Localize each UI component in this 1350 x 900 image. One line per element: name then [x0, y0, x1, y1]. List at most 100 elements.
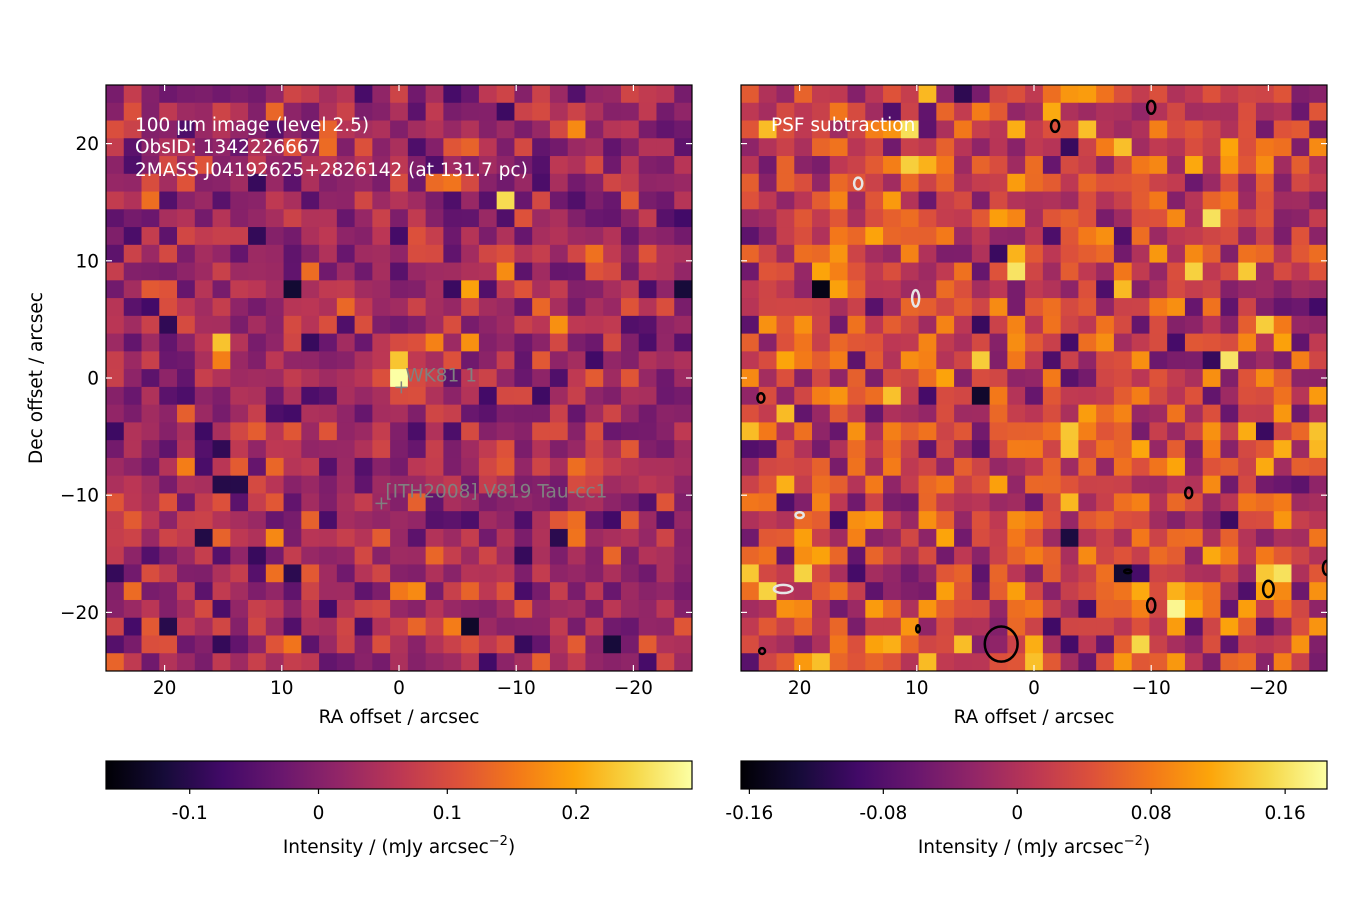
contour-line [1183, 486, 1194, 500]
heatmap-cell [1220, 546, 1239, 566]
heatmap-cell [741, 386, 760, 406]
heatmap-cell [1309, 511, 1327, 530]
heatmap-cell [603, 333, 622, 352]
heatmap-cell [603, 635, 622, 654]
heatmap-cell [900, 369, 920, 388]
heatmap-cell [1202, 493, 1222, 512]
heatmap-cell [1007, 227, 1026, 246]
heatmap-cell [620, 511, 640, 530]
heatmap-cell [1167, 582, 1186, 601]
heatmap-cell [1291, 351, 1310, 370]
heatmap-cell [1255, 262, 1275, 281]
heatmap-cell [425, 564, 444, 583]
heatmap-cell [194, 457, 214, 477]
heatmap-cell [1096, 173, 1115, 193]
heatmap-cell [407, 493, 427, 512]
heatmap-cell [248, 457, 267, 477]
heatmap-cell [1131, 351, 1151, 370]
heatmap-cell [1078, 511, 1097, 530]
heatmap-cell [461, 102, 480, 122]
heatmap-cell [301, 635, 320, 654]
heatmap-cell [1042, 582, 1062, 601]
heatmap-cell [141, 262, 160, 281]
heatmap-cell [496, 102, 516, 122]
heatmap-cell [514, 653, 533, 671]
heatmap-cell [141, 227, 160, 246]
heatmap-cell [1113, 315, 1133, 335]
heatmap-cell [758, 440, 778, 459]
heatmap-cell [159, 457, 178, 477]
heatmap-cell [1025, 582, 1044, 601]
heatmap-cell [407, 404, 427, 423]
heatmap-cell [372, 244, 391, 264]
heatmap-cell [265, 156, 285, 175]
heatmap-cell [971, 156, 991, 175]
heatmap-cell [407, 173, 427, 193]
heatmap-cell [971, 440, 991, 459]
heatmap-cell [1220, 333, 1239, 352]
heatmap-cell [390, 333, 409, 352]
heatmap-cell [212, 599, 231, 619]
heatmap-cell [603, 120, 622, 139]
heatmap-cell [532, 511, 551, 530]
heatmap-cell [265, 422, 285, 441]
heatmap-cell [230, 156, 249, 175]
heatmap-cell [265, 493, 285, 512]
heatmap-cell [794, 351, 813, 370]
heatmap-cell [638, 617, 658, 637]
heatmap-cell [532, 315, 551, 335]
heatmap-cell [1007, 546, 1026, 566]
heatmap-cell [1042, 227, 1062, 246]
heatmap-cell [829, 351, 849, 370]
heatmap-cell [106, 262, 125, 281]
heatmap-cell [1184, 173, 1204, 193]
heatmap-cell [812, 262, 831, 281]
heatmap-cell [1238, 333, 1257, 352]
heatmap-cell [918, 173, 937, 193]
heatmap-cell [532, 120, 551, 139]
heatmap-cell [390, 564, 409, 583]
heatmap-cell [674, 599, 692, 619]
contour-line [1145, 99, 1157, 115]
heatmap-cell [1220, 191, 1239, 210]
right-panel: 20 10 0 −10 −20 PSF subtraction RA offset / … [740, 84, 1328, 728]
heatmap-cell [603, 85, 622, 104]
heatmap-cell [425, 315, 444, 335]
heatmap-cell [336, 617, 356, 637]
heatmap-cell [1007, 528, 1026, 548]
heatmap-cell [585, 564, 604, 583]
heatmap-cell [1060, 85, 1079, 104]
heatmap-cell [1025, 386, 1044, 406]
heatmap-cell [1220, 298, 1239, 317]
heatmap-cell [1007, 85, 1026, 104]
heatmap-cell [123, 298, 143, 317]
heatmap-cell [248, 227, 267, 246]
left-heatmap [106, 85, 692, 671]
heatmap-cell [283, 528, 302, 548]
heatmap-cell [1202, 315, 1222, 335]
heatmap-cell [1113, 599, 1133, 619]
heatmap-cell [656, 120, 675, 139]
heatmap-cell [372, 173, 391, 193]
heatmap-cell [1025, 404, 1044, 423]
heatmap-cell [1060, 493, 1079, 512]
heatmap-cell [847, 102, 866, 122]
heatmap-cell [989, 528, 1008, 548]
heatmap-cell [585, 173, 604, 193]
heatmap-cell [265, 546, 285, 566]
heatmap-cell [478, 262, 498, 281]
heatmap-cell [1238, 298, 1257, 317]
colorbar-tick-label: -0.16 [725, 803, 773, 824]
heatmap-cell [865, 191, 884, 210]
heatmap-cell [1255, 475, 1275, 495]
heatmap-cell [1007, 422, 1026, 441]
heatmap-cell [971, 85, 991, 104]
heatmap-cell [971, 582, 991, 601]
heatmap-cell [1096, 404, 1115, 423]
heatmap-cell [585, 440, 604, 459]
heatmap-cell [847, 493, 866, 512]
heatmap-cell [106, 138, 125, 157]
heatmap-cell [656, 422, 675, 441]
heatmap-cell [372, 457, 391, 477]
heatmap-cell [1025, 298, 1044, 317]
